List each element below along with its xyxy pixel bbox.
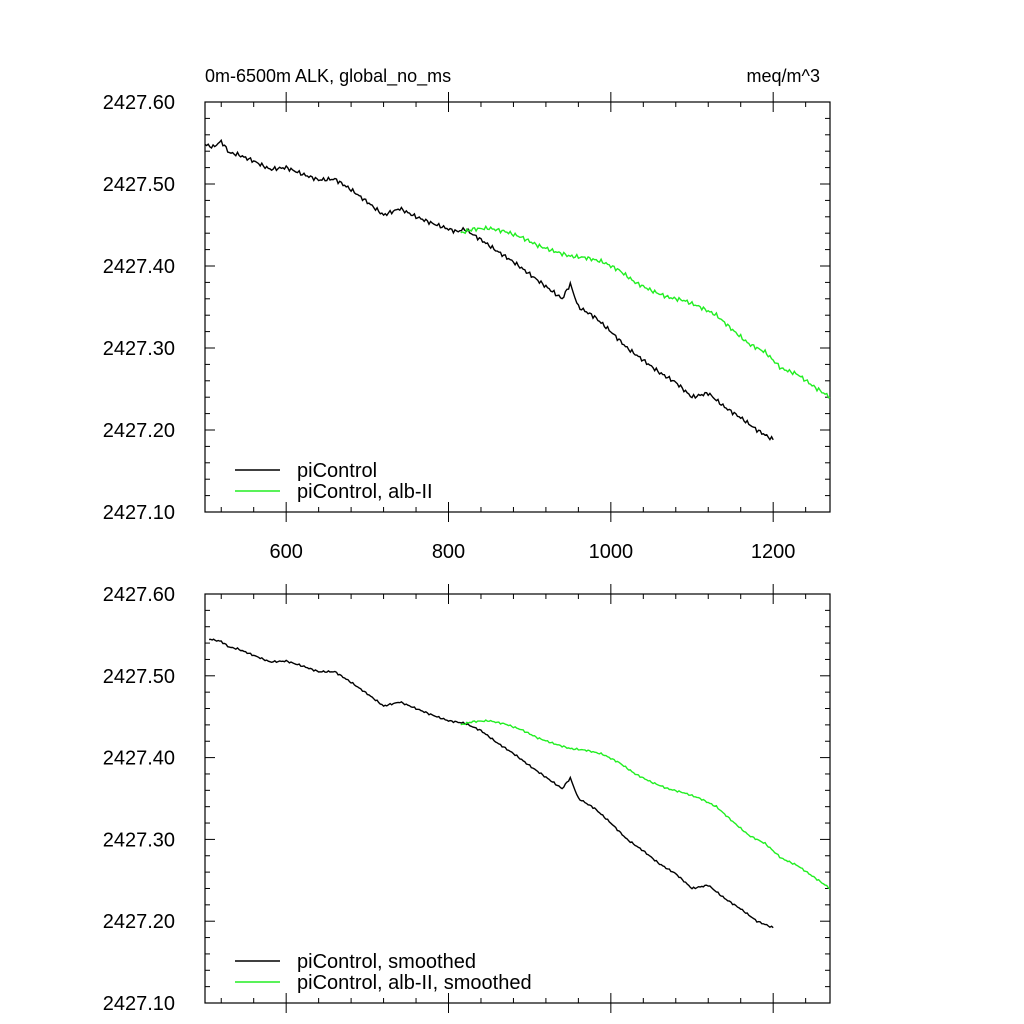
y-tick-label: 2427.10 [103, 502, 175, 524]
y-tick-label: 2427.40 [103, 256, 175, 278]
panel-bottom: 2427.10 2427.20 2427.30 2427.40 2427.50 2427.… [103, 584, 831, 1015]
x-tick-label: 600 [269, 541, 302, 563]
plot-frame [204, 593, 831, 1004]
plot-frame [204, 101, 831, 513]
legend-label: piControl [297, 460, 377, 482]
y-tick-label: 2427.60 [103, 92, 175, 114]
panel-title-units: meq/m^3 [747, 66, 820, 86]
legend-label: piControl, smoothed [297, 951, 476, 973]
y-tick-label: 2427.30 [103, 829, 175, 851]
y-tick-label: 2427.20 [103, 911, 175, 933]
series-line-picontrol [204, 138, 774, 441]
y-tick-label: 2427.60 [103, 584, 175, 606]
y-tick-label: 2427.30 [103, 338, 175, 360]
series-line-picontrol-smoothed [209, 638, 774, 929]
series-line-picontrol-alb-ii-smoothed [460, 719, 831, 890]
legend-label: piControl, alb-II, smoothed [297, 972, 532, 994]
y-tick-label: 2427.50 [103, 666, 175, 688]
y-tick-label: 2427.50 [103, 174, 175, 196]
y-tick-label: 2427.20 [103, 420, 175, 442]
legend-label: piControl, alb-II [297, 481, 433, 503]
series-line-picontrol-alb-ii [460, 224, 831, 399]
x-tick-label: 800 [432, 541, 465, 563]
x-tick-label: 1000 [589, 541, 634, 563]
y-tick-label: 2427.40 [103, 748, 175, 770]
panel-top: 0m-6500m ALK, global_no_ms meq/m^3 2427.… [103, 66, 831, 563]
x-tick-label: 1200 [751, 541, 796, 563]
y-tick-label: 2427.10 [103, 993, 175, 1015]
panel-title-left: 0m-6500m ALK, global_no_ms [205, 66, 451, 87]
